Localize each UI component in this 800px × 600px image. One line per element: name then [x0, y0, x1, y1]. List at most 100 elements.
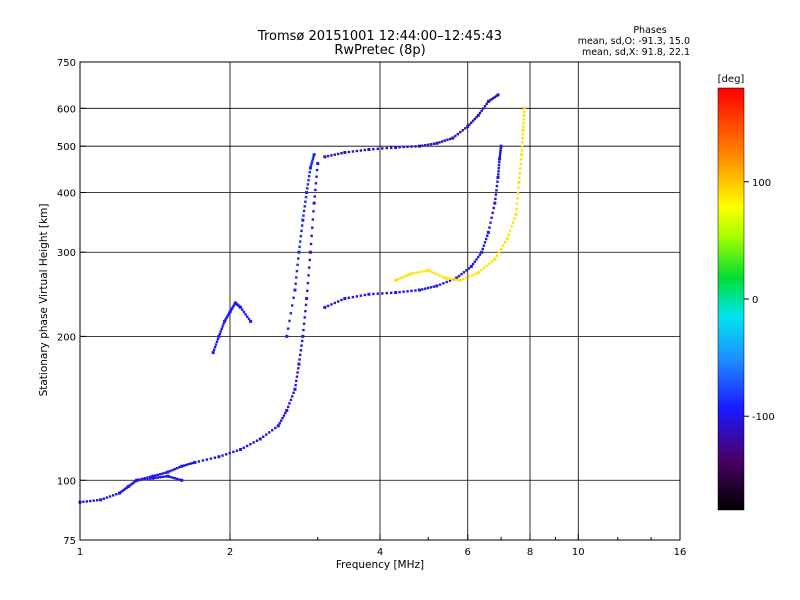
data-point — [311, 218, 315, 221]
data-point — [326, 154, 330, 158]
data-point — [412, 272, 415, 275]
data-point — [184, 463, 188, 467]
data-point — [499, 144, 503, 148]
data-point — [231, 306, 234, 309]
data-point — [309, 164, 313, 168]
data-point — [448, 277, 452, 280]
data-point — [516, 197, 519, 200]
data-point — [414, 145, 417, 148]
data-point — [310, 162, 313, 165]
data-point — [166, 470, 170, 474]
data-point — [367, 292, 371, 296]
data-point — [281, 416, 284, 420]
data-point — [227, 312, 231, 315]
data-point — [490, 216, 493, 219]
data-point — [408, 272, 412, 276]
data-point — [461, 129, 464, 132]
data-point — [300, 344, 303, 347]
data-point — [493, 95, 496, 99]
data-point — [217, 455, 221, 459]
data-point — [173, 477, 176, 480]
data-point — [285, 334, 289, 338]
data-point — [295, 379, 298, 383]
data-point — [300, 224, 304, 227]
data-point — [292, 391, 295, 395]
data-point — [455, 276, 459, 280]
data-point — [429, 143, 433, 146]
data-point — [376, 147, 380, 151]
data-point — [481, 247, 485, 251]
data-point — [429, 270, 433, 273]
y-tick-label: 750 — [57, 58, 76, 69]
data-point — [255, 439, 259, 442]
data-point — [363, 148, 367, 152]
data-point — [476, 271, 480, 275]
data-point — [330, 303, 333, 306]
data-point — [482, 266, 486, 270]
data-point — [131, 482, 134, 485]
data-point — [511, 221, 515, 224]
data-point — [486, 100, 490, 104]
data-point — [522, 125, 525, 128]
data-point — [205, 458, 209, 461]
data-point — [315, 175, 318, 178]
data-point — [515, 202, 519, 205]
y-tick-label: 400 — [57, 188, 76, 199]
data-point — [355, 149, 359, 153]
data-point — [514, 212, 518, 216]
data-point — [228, 310, 232, 314]
data-point — [372, 292, 375, 296]
data-point — [302, 209, 306, 213]
data-point — [312, 153, 316, 157]
data-point — [522, 121, 525, 125]
data-point — [85, 500, 89, 503]
data-point — [284, 411, 287, 415]
data-point — [154, 476, 157, 480]
data-point — [340, 152, 343, 155]
data-point — [221, 325, 224, 328]
data-point — [520, 153, 524, 157]
colorbar-tick-label: 0 — [752, 295, 758, 306]
data-point — [456, 278, 460, 282]
data-point — [498, 157, 502, 161]
data-point — [297, 250, 301, 254]
data-point — [166, 474, 170, 478]
data-point — [469, 265, 473, 269]
data-point — [480, 109, 483, 112]
data-point — [168, 469, 172, 473]
data-point — [451, 277, 454, 281]
data-point — [95, 499, 99, 502]
data-point — [164, 475, 167, 478]
data-point — [495, 254, 499, 258]
data-point — [432, 142, 436, 145]
data-point — [421, 270, 424, 273]
data-point — [359, 294, 363, 297]
data-point — [415, 271, 418, 275]
data-point — [520, 145, 524, 148]
data-point — [438, 274, 441, 277]
data-point — [173, 467, 176, 471]
data-point — [497, 167, 500, 170]
data-point — [394, 291, 398, 295]
data-point — [282, 414, 286, 417]
data-point — [385, 146, 388, 150]
data-point — [306, 187, 309, 190]
x-tick-label: 16 — [674, 547, 687, 558]
data-point — [497, 173, 500, 176]
data-point — [312, 210, 315, 213]
data-point — [468, 275, 471, 278]
data-point — [351, 150, 355, 153]
data-point — [189, 462, 192, 465]
data-point — [355, 295, 359, 298]
data-point — [213, 345, 217, 349]
data-point — [265, 433, 268, 436]
data-point — [495, 94, 498, 98]
data-point — [245, 444, 249, 448]
data-point — [480, 250, 484, 254]
y-tick-label: 600 — [57, 104, 76, 115]
data-point — [102, 497, 105, 500]
data-point — [288, 402, 291, 405]
data-point — [252, 441, 255, 444]
data-point — [421, 144, 424, 147]
data-point — [222, 322, 225, 326]
